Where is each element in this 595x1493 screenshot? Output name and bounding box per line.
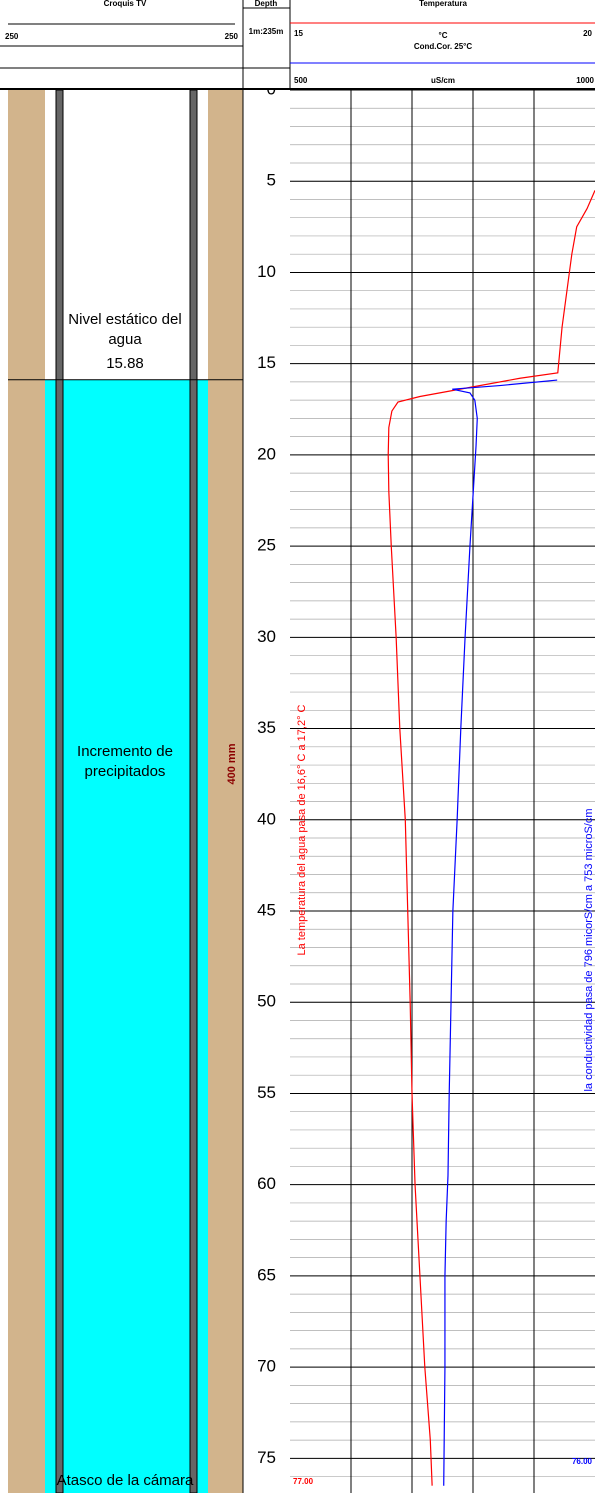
page: Nivel estático del agua 15.88 Incremento de… xyxy=(0,0,595,1493)
y-tick-label: 20 xyxy=(257,444,276,463)
bottom-label: Atasco de la cámara xyxy=(57,1472,194,1489)
y-tick-label: 70 xyxy=(257,1357,276,1376)
x2-tick-label: 1000 xyxy=(576,76,594,85)
wall xyxy=(208,90,243,1493)
x2-tick-label: 500 xyxy=(294,76,308,85)
temperature-title: Temperatura xyxy=(419,0,467,8)
annotation: la conductividad pasa de 796 micorS/cm a… xyxy=(583,808,595,1091)
conductivity-unit: uS/cm xyxy=(431,76,455,85)
annotation: La temperatura del agua pasa de 16,6° C … xyxy=(296,704,308,955)
water-level-label: Nivel estático del xyxy=(68,311,181,328)
end-label: 76.00 xyxy=(572,1457,593,1466)
y-tick-label: 45 xyxy=(257,900,276,919)
depth-title: Depth xyxy=(255,0,278,8)
conductivity-title: Cond.Cor. 25°C xyxy=(414,42,473,51)
diameter-label: 400 mm xyxy=(226,743,238,784)
pipe xyxy=(190,90,197,1493)
y-tick-label: 75 xyxy=(257,1448,276,1467)
end-label: 77.00 xyxy=(293,1477,314,1486)
y-tick-label: 10 xyxy=(257,262,276,281)
water-level-label: agua xyxy=(108,331,142,348)
precipitate-label: precipitados xyxy=(85,763,166,780)
croquis-right-label: 250 xyxy=(225,32,239,41)
y-tick-label: 65 xyxy=(257,1265,276,1284)
croquis-left-label: 250 xyxy=(5,32,19,41)
y-tick-label: 40 xyxy=(257,809,276,828)
x-tick-label: 15 xyxy=(294,29,303,38)
chart: Nivel estático del agua 15.88 Incremento de… xyxy=(0,0,595,1493)
croquis-title: Croquis TV xyxy=(104,0,147,8)
temperature-unit: °C xyxy=(439,31,448,40)
y-tick-label: 25 xyxy=(257,536,276,555)
y-tick-label: 5 xyxy=(267,171,276,190)
croquis: Nivel estático del agua 15.88 Incremento de… xyxy=(8,90,243,1493)
y-tick-label: 50 xyxy=(257,992,276,1011)
annotations: La temperatura del agua pasa de 16,6° C … xyxy=(296,704,595,1091)
y-tick-label: 60 xyxy=(257,1174,276,1193)
x-tick-label: 20 xyxy=(583,29,592,38)
y-tick-label: 55 xyxy=(257,1083,276,1102)
precipitate-label: Incremento de xyxy=(77,743,173,760)
depth-scale: 1m:235m xyxy=(249,27,284,36)
wall xyxy=(8,90,45,1493)
y-tick-label: 35 xyxy=(257,718,276,737)
pipe xyxy=(56,90,63,1493)
y-tick-label: 15 xyxy=(257,353,276,372)
water xyxy=(45,380,208,1493)
water-level-value: 15.88 xyxy=(106,355,144,372)
y-tick-label: 30 xyxy=(257,627,276,646)
